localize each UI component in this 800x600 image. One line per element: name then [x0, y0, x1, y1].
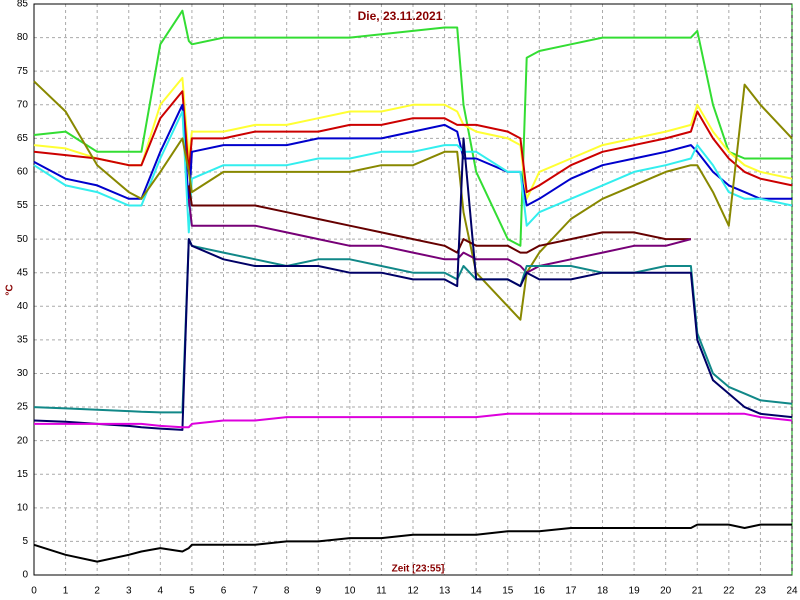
y-tick-label: 65	[17, 133, 29, 144]
y-tick-label: 30	[17, 368, 29, 379]
series-line	[33, 76, 793, 200]
y-tick-label: 0	[22, 570, 28, 581]
y-tick-label: 80	[17, 32, 29, 43]
y-tick-label: 20	[17, 435, 29, 446]
x-tick-label: 7	[252, 586, 258, 597]
y-tick-label: 70	[17, 99, 29, 110]
series-line	[33, 80, 793, 321]
series-line	[33, 523, 792, 563]
x-tick-label: 20	[660, 586, 672, 597]
y-tick-label: 40	[17, 301, 29, 312]
x-tick-label: 23	[755, 586, 767, 597]
series-line	[33, 9, 792, 247]
x-tick-label: 8	[284, 586, 290, 597]
x-tick-label: 2	[94, 586, 100, 597]
x-tick-label: 12	[407, 586, 419, 597]
y-tick-label: 50	[17, 234, 29, 245]
y-axis-label: °C	[5, 284, 16, 295]
x-tick-label: 10	[344, 586, 356, 597]
x-tick-label: 19	[629, 586, 641, 597]
y-tick-label: 25	[17, 402, 29, 413]
x-tick-label: 5	[189, 586, 195, 597]
y-tick-label: 60	[17, 167, 29, 178]
x-axis-label: Zeit [23:55]	[392, 564, 445, 575]
x-tick-label: 22	[723, 586, 735, 597]
series-line	[33, 90, 793, 194]
x-tick-label: 6	[221, 586, 227, 597]
x-tick-label: 1	[63, 586, 69, 597]
y-tick-label: 15	[17, 469, 29, 480]
x-tick-label: 15	[502, 586, 514, 597]
y-tick-label: 5	[22, 536, 28, 547]
y-tick-label: 35	[17, 335, 29, 346]
y-tick-label: 10	[17, 502, 29, 513]
x-tick-label: 3	[126, 586, 132, 597]
series-line	[34, 412, 793, 429]
x-tick-label: 21	[692, 586, 704, 597]
x-tick-label: 11	[376, 586, 387, 597]
x-tick-label: 18	[597, 586, 609, 597]
x-tick-label: 16	[534, 586, 546, 597]
series-line	[33, 103, 792, 207]
series-line	[187, 198, 692, 274]
y-tick-label: 85	[17, 0, 29, 10]
series-line	[33, 137, 793, 431]
plot-frame	[33, 3, 793, 576]
x-tick-label: 4	[158, 586, 164, 597]
y-tick-label: 45	[17, 267, 29, 278]
x-tick-label: 13	[439, 586, 451, 597]
x-tick-label: 9	[315, 586, 321, 597]
series-line	[187, 185, 691, 254]
y-tick-label: 55	[17, 200, 29, 211]
chart-title: Die, 23.11.2021	[358, 9, 443, 23]
x-tick-label: 0	[31, 586, 37, 597]
x-tick-label: 17	[565, 586, 577, 597]
x-tick-label: 14	[471, 586, 483, 597]
series-line	[33, 110, 793, 234]
y-tick-label: 75	[17, 66, 29, 77]
x-tick-label: 24	[786, 586, 798, 597]
